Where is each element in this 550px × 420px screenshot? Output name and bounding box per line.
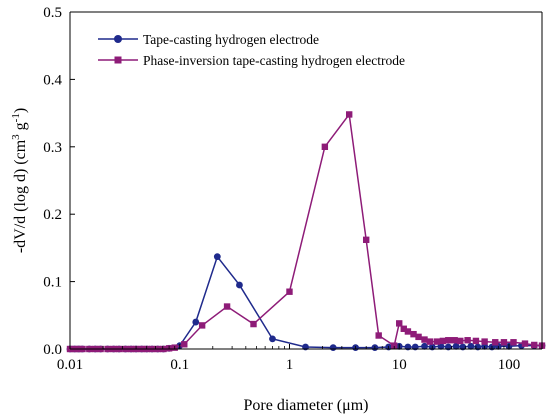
legend-label-tape-casting: Tape-casting hydrogen electrode xyxy=(143,32,319,47)
axes-layer xyxy=(69,11,543,350)
data-point xyxy=(521,340,529,347)
data-point xyxy=(481,338,488,345)
legend-marker-circle xyxy=(114,35,122,43)
data-point xyxy=(345,111,353,118)
data-point xyxy=(439,337,447,345)
y-tick-label: 0.2 xyxy=(43,207,62,223)
data-point xyxy=(404,328,412,335)
data-point xyxy=(445,337,452,344)
legend: Tape-casting hydrogen electrode Phase-in… xyxy=(98,32,405,68)
data-point xyxy=(236,281,243,289)
data-point xyxy=(269,335,276,343)
series-line xyxy=(70,255,542,350)
data-point xyxy=(410,330,417,338)
data-point xyxy=(198,322,206,329)
data-point xyxy=(329,344,337,352)
data-point xyxy=(472,337,480,345)
y-tick-label: 0.3 xyxy=(43,140,62,156)
data-point xyxy=(500,339,508,346)
x-tick-label: 10 xyxy=(392,357,407,373)
y-tick-label: 0.0 xyxy=(43,342,62,358)
x-axis-title: Pore diameter (μm) xyxy=(244,397,369,414)
data-point xyxy=(362,236,370,244)
data-point xyxy=(464,337,471,344)
legend-label-phase-inversion: Phase-inversion tape-casting hydrogen el… xyxy=(143,53,405,68)
y-tick-label: 0.5 xyxy=(43,5,62,21)
x-tick-label: 0.01 xyxy=(57,357,83,373)
x-tick-label: 1 xyxy=(286,357,294,373)
data-point xyxy=(391,342,398,349)
x-tick-label: 100 xyxy=(498,357,521,373)
data-point xyxy=(492,339,499,346)
series-line xyxy=(70,112,543,350)
data-point xyxy=(286,288,293,295)
data-point xyxy=(396,320,403,327)
y-tick-label: 0.4 xyxy=(43,72,62,88)
data-point xyxy=(426,338,434,345)
data-point xyxy=(421,336,428,343)
data-point xyxy=(510,339,517,346)
data-point xyxy=(250,320,257,328)
data-point xyxy=(452,342,460,350)
series-tape-casting xyxy=(66,253,546,353)
series-layer xyxy=(66,111,546,353)
data-point xyxy=(192,318,200,326)
data-point xyxy=(433,338,441,345)
data-point xyxy=(457,337,464,345)
data-point xyxy=(375,332,382,339)
legend-entry-phase-inversion: Phase-inversion tape-casting hydrogen el… xyxy=(98,53,405,68)
legend-marker-square xyxy=(114,56,122,64)
data-point xyxy=(181,341,188,348)
y-tick-label: 0.1 xyxy=(43,275,62,291)
data-point xyxy=(451,337,458,344)
data-point xyxy=(321,143,329,150)
legend-entry-tape-casting: Tape-casting hydrogen electrode xyxy=(98,32,319,47)
data-point xyxy=(531,341,538,349)
data-point xyxy=(223,303,231,310)
series-phase-inversion xyxy=(66,111,546,353)
data-point xyxy=(213,253,221,261)
y-axis-title: -dV/d (log d) (cm3 g-1) xyxy=(10,108,29,253)
data-point xyxy=(415,333,422,341)
data-point xyxy=(400,325,407,332)
x-tick-label: 0.1 xyxy=(170,357,189,373)
data-point xyxy=(421,342,428,350)
data-point xyxy=(467,342,475,350)
